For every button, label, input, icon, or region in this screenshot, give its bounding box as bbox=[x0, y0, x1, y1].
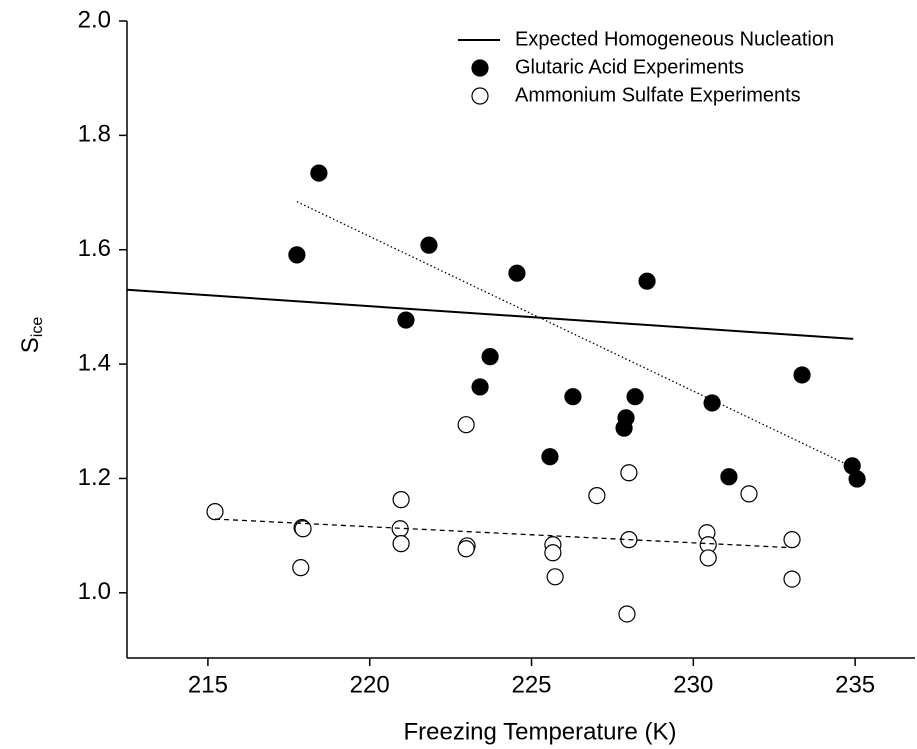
point bbox=[471, 378, 489, 396]
point bbox=[588, 487, 606, 505]
y-tick-label: 1.8 bbox=[78, 121, 111, 148]
point bbox=[294, 520, 312, 538]
point bbox=[392, 535, 410, 553]
point bbox=[720, 468, 738, 486]
point bbox=[783, 570, 801, 588]
point bbox=[626, 388, 644, 406]
y-tick-label: 2.0 bbox=[78, 6, 111, 33]
x-tick-label: 215 bbox=[188, 671, 228, 698]
y-axis-label-main: S bbox=[17, 337, 44, 353]
line bbox=[214, 518, 791, 549]
y-tick-label: 1.0 bbox=[78, 578, 111, 605]
point bbox=[481, 348, 499, 366]
point bbox=[620, 464, 638, 482]
point bbox=[397, 311, 415, 329]
x-tick-label: 235 bbox=[835, 671, 875, 698]
point bbox=[457, 540, 475, 558]
legend-label: Glutaric Acid Experiments bbox=[515, 56, 744, 78]
x-tick-label: 230 bbox=[673, 671, 713, 698]
y-axis-label-sub: ice bbox=[29, 317, 46, 338]
point bbox=[288, 246, 306, 264]
point bbox=[310, 164, 328, 182]
legend-label: Expected Homogeneous Nucleation bbox=[515, 28, 834, 50]
x-axis-label: Freezing Temperature (K) bbox=[404, 718, 677, 745]
point bbox=[848, 470, 866, 488]
line bbox=[126, 288, 854, 340]
point bbox=[541, 448, 559, 466]
point bbox=[420, 236, 438, 254]
y-tick-label: 1.6 bbox=[78, 235, 111, 262]
y-tick-label: 1.2 bbox=[78, 464, 111, 491]
point bbox=[618, 605, 636, 623]
x-tick-label: 225 bbox=[511, 671, 551, 698]
point bbox=[206, 503, 224, 521]
point bbox=[703, 394, 721, 412]
point bbox=[292, 559, 310, 577]
point bbox=[544, 544, 562, 562]
point bbox=[783, 531, 801, 549]
line bbox=[296, 201, 853, 468]
point bbox=[546, 568, 564, 586]
point bbox=[740, 485, 758, 503]
x-tick-label: 220 bbox=[350, 671, 390, 698]
y-tick-label: 1.4 bbox=[78, 349, 111, 376]
legend-swatch bbox=[471, 87, 489, 105]
point bbox=[508, 264, 526, 282]
legend-label: Ammonium Sulfate Experiments bbox=[515, 84, 801, 106]
point bbox=[392, 491, 410, 509]
point bbox=[638, 272, 656, 290]
legend-swatch bbox=[471, 59, 489, 77]
point bbox=[564, 388, 582, 406]
point bbox=[615, 419, 633, 437]
point bbox=[699, 549, 717, 567]
point bbox=[793, 366, 811, 384]
y-axis-label: Sice bbox=[17, 317, 46, 354]
point bbox=[457, 416, 475, 434]
